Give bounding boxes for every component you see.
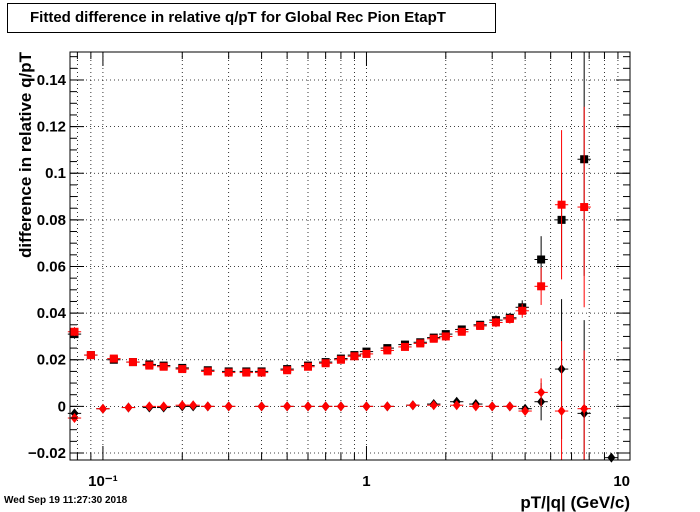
data-point [580,403,589,414]
data-point [303,401,312,412]
y-tick-label: 0.08 [37,212,66,229]
data-point [242,368,251,377]
series-0 [67,52,591,376]
data-point [178,365,187,374]
data-point [521,406,530,417]
data-point [224,368,233,377]
data-point [98,403,107,414]
data-point [178,400,187,411]
data-point [429,400,438,411]
data-point [488,401,497,412]
marks-layer [67,52,619,463]
data-point [336,401,345,412]
y-tick-label: 0.02 [37,352,66,369]
x-tick-label: 10 [613,473,630,490]
data-point [257,401,266,412]
y-tick-label: −0.02 [28,445,66,462]
data-point [203,367,212,376]
data-point [457,327,466,336]
data-point [429,334,438,343]
data-point [128,358,137,367]
data-point [537,387,546,398]
data-point [159,362,168,371]
data-point [362,401,371,412]
data-point [476,321,485,330]
data-point [471,401,480,412]
y-tick-label: 0 [58,398,66,415]
y-tick-label: 0.06 [37,258,66,275]
series-3 [67,341,591,460]
data-point [86,351,95,360]
axis-layer: 10⁻¹ 1 10 −0.02 0 0.02 0.04 0.06 0.08 0.1 0.12 0.14 [28,52,631,490]
data-point [350,352,359,361]
data-point [145,401,154,412]
data-point [124,402,133,413]
x-tick-label: 10⁻¹ [88,473,118,490]
data-point [159,401,168,412]
data-point [607,452,616,463]
data-point [557,406,566,417]
y-tick-label: 0.1 [45,165,66,182]
data-point [283,401,292,412]
data-point [505,401,514,412]
data-point [224,401,233,412]
data-point [257,368,266,377]
y-tick-label: 0.14 [37,72,67,89]
data-point [400,342,409,351]
data-point [557,200,566,209]
data-point [203,401,212,412]
series-1 [67,106,591,377]
data-point [537,255,546,264]
x-axis-title: pT/|q| (GeV/c) [520,493,630,512]
series-2 [67,299,619,463]
data-point [491,318,500,327]
data-point [505,314,514,323]
timestamp-footer: Wed Sep 19 11:27:30 2018 [4,495,128,506]
data-point [416,339,425,348]
x-tick-label: 1 [362,473,370,490]
data-point [283,366,292,375]
data-point [321,359,330,368]
data-point [518,306,527,315]
data-point [109,354,118,363]
data-point [383,401,392,412]
data-point [362,349,371,358]
plot-frame [69,51,631,461]
grid-layer [70,52,630,460]
chart-title: Fitted difference in relative q/pT for G… [7,3,496,33]
data-point [452,400,461,411]
data-point [303,362,312,371]
y-tick-label: 0.04 [37,305,67,322]
data-point [580,203,589,212]
data-point [321,401,330,412]
data-point [189,400,198,411]
data-point [336,355,345,364]
data-point [408,400,417,411]
y-tick-label: 0.12 [37,119,66,136]
data-point [441,332,450,341]
data-point [537,282,546,291]
data-point [383,346,392,355]
data-point [70,327,79,336]
y-axis-title: difference in relative q/pT [16,51,35,258]
data-point [145,361,154,370]
